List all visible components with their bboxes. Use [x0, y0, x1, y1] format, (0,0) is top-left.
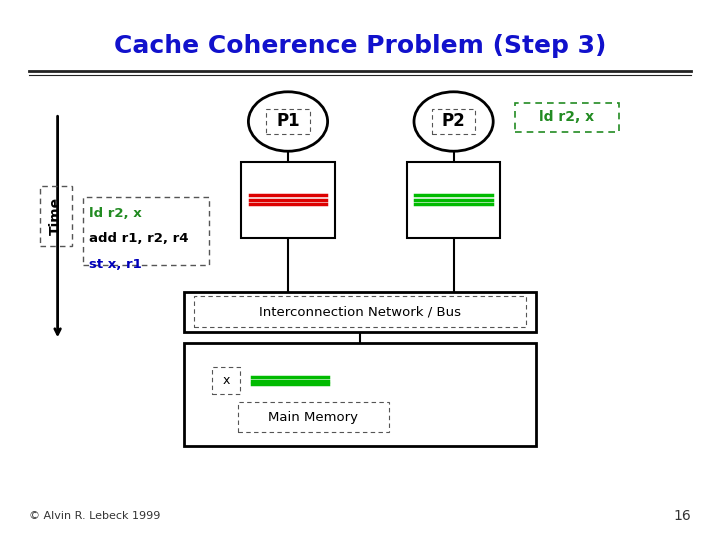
Bar	[515, 103, 619, 132]
Text: 16: 16	[673, 509, 691, 523]
Text: P2: P2	[442, 112, 465, 131]
Text: Main Memory: Main Memory	[268, 410, 359, 424]
Bar	[40, 186, 72, 246]
Bar	[184, 292, 536, 332]
Text: Time: Time	[49, 197, 63, 235]
Text: P1: P1	[276, 112, 300, 131]
Text: © Alvin R. Lebeck 1999: © Alvin R. Lebeck 1999	[29, 511, 160, 521]
Text: ld r2, x: ld r2, x	[89, 207, 141, 220]
Bar	[432, 109, 475, 134]
Text: Cache Coherence Problem (Step 3): Cache Coherence Problem (Step 3)	[114, 34, 606, 58]
Text: ld r2, x: ld r2, x	[539, 111, 595, 124]
Text: add r1, r2, r4: add r1, r2, r4	[89, 232, 188, 245]
Bar	[266, 109, 310, 134]
Text: Interconnection Network / Bus: Interconnection Network / Bus	[259, 305, 461, 319]
Text: st x, r1: st x, r1	[89, 258, 141, 271]
Bar	[212, 367, 240, 394]
Text: x: x	[222, 374, 230, 387]
Bar	[238, 402, 389, 432]
Bar	[83, 197, 209, 265]
Bar	[184, 343, 536, 445]
Bar	[407, 162, 500, 238]
Circle shape	[414, 92, 493, 151]
Bar	[241, 162, 335, 238]
Bar	[194, 296, 526, 327]
Circle shape	[248, 92, 328, 151]
